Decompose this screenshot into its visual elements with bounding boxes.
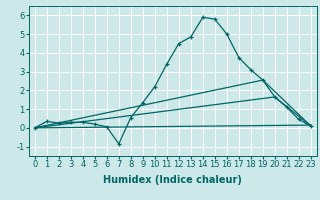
X-axis label: Humidex (Indice chaleur): Humidex (Indice chaleur)	[103, 175, 242, 185]
